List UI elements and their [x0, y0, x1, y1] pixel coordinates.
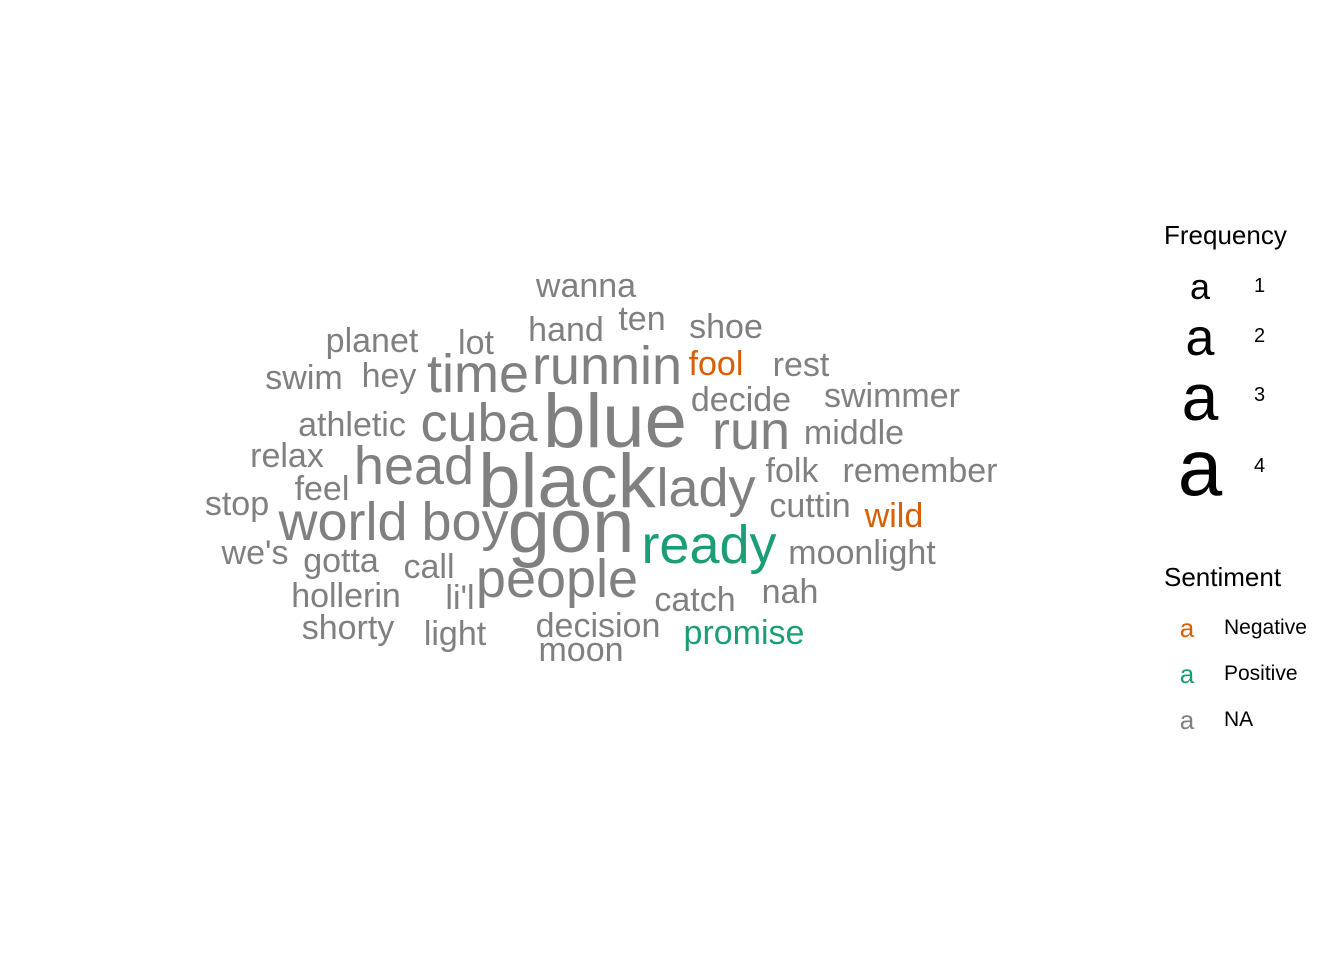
- word-call: call: [403, 548, 455, 586]
- word-shorty: shorty: [301, 609, 395, 647]
- word-moonlight: moonlight: [788, 534, 936, 572]
- word-feel: feel: [294, 470, 350, 508]
- frequency-legend-label-1: 1: [1254, 275, 1266, 297]
- sentiment-legend-glyph-positive: a: [1179, 659, 1195, 689]
- word-runnin: runnin: [531, 336, 683, 396]
- word-run: run: [711, 401, 791, 461]
- frequency-legend-glyph-1: a: [1189, 266, 1211, 307]
- word-moon: moon: [538, 631, 624, 669]
- word-relax: relax: [250, 437, 324, 475]
- word-cuba: cuba: [420, 393, 538, 453]
- word-remember: remember: [842, 452, 998, 490]
- word-stop: stop: [204, 485, 270, 523]
- word-time: time: [426, 344, 529, 404]
- frequency-legend-glyph-2: a: [1185, 309, 1215, 367]
- word-promise: promise: [683, 614, 805, 652]
- word-gotta: gotta: [303, 542, 379, 580]
- word-blue: blue: [543, 379, 687, 464]
- word-world: world: [278, 492, 408, 552]
- sentiment-legend-glyph-negative: a: [1179, 613, 1195, 643]
- word-hey: hey: [361, 357, 417, 395]
- word-decide: decide: [690, 381, 792, 419]
- word-ready: ready: [641, 515, 777, 575]
- sentiment-legend-title: Sentiment: [1164, 562, 1282, 592]
- frequency-legend-glyph-3: a: [1181, 360, 1219, 434]
- word-light: light: [423, 615, 487, 653]
- word-black: black: [478, 439, 656, 524]
- word-fool: fool: [688, 345, 744, 383]
- sentiment-legend-label-negative: Negative: [1224, 616, 1307, 639]
- word-decision: decision: [535, 607, 661, 645]
- word-lady: lady: [656, 458, 756, 518]
- word-wild: wild: [864, 497, 924, 535]
- frequency-legend-title: Frequency: [1164, 220, 1287, 250]
- frequency-legend-label-4: 4: [1254, 455, 1266, 477]
- frequency-legend-label-2: 2: [1254, 325, 1266, 347]
- word-nah: nah: [761, 573, 819, 611]
- sentiment-legend-label-na: NA: [1224, 708, 1254, 731]
- word-wanna: wanna: [535, 267, 637, 305]
- word-hand: hand: [528, 311, 604, 349]
- word-athletic: athletic: [298, 406, 406, 444]
- word-catch: catch: [654, 581, 736, 619]
- word-wes: we's: [221, 534, 289, 572]
- word-cuttin: cuttin: [769, 487, 851, 525]
- word-planet: planet: [325, 322, 419, 360]
- word-head: head: [353, 436, 475, 496]
- sentiment-legend-label-positive: Positive: [1224, 662, 1298, 685]
- word-middle: middle: [803, 414, 905, 452]
- word-shoe: shoe: [689, 308, 763, 346]
- frequency-legend-label-3: 3: [1254, 384, 1266, 406]
- word-lot: lot: [458, 324, 494, 362]
- word-folk: folk: [765, 452, 819, 490]
- frequency-legend-glyph-4: a: [1177, 423, 1223, 512]
- word-swimmer: swimmer: [824, 377, 960, 415]
- word-rest: rest: [772, 346, 830, 384]
- word-gon: gon: [507, 484, 635, 569]
- word-boy: boy: [421, 492, 509, 552]
- word-hollerin: hollerin: [291, 577, 401, 615]
- word-lil: li'l: [445, 579, 475, 617]
- sentiment-legend-glyph-na: a: [1179, 705, 1195, 735]
- word-swim: swim: [265, 359, 343, 397]
- word-people: people: [475, 549, 639, 609]
- word-ten: ten: [618, 300, 666, 338]
